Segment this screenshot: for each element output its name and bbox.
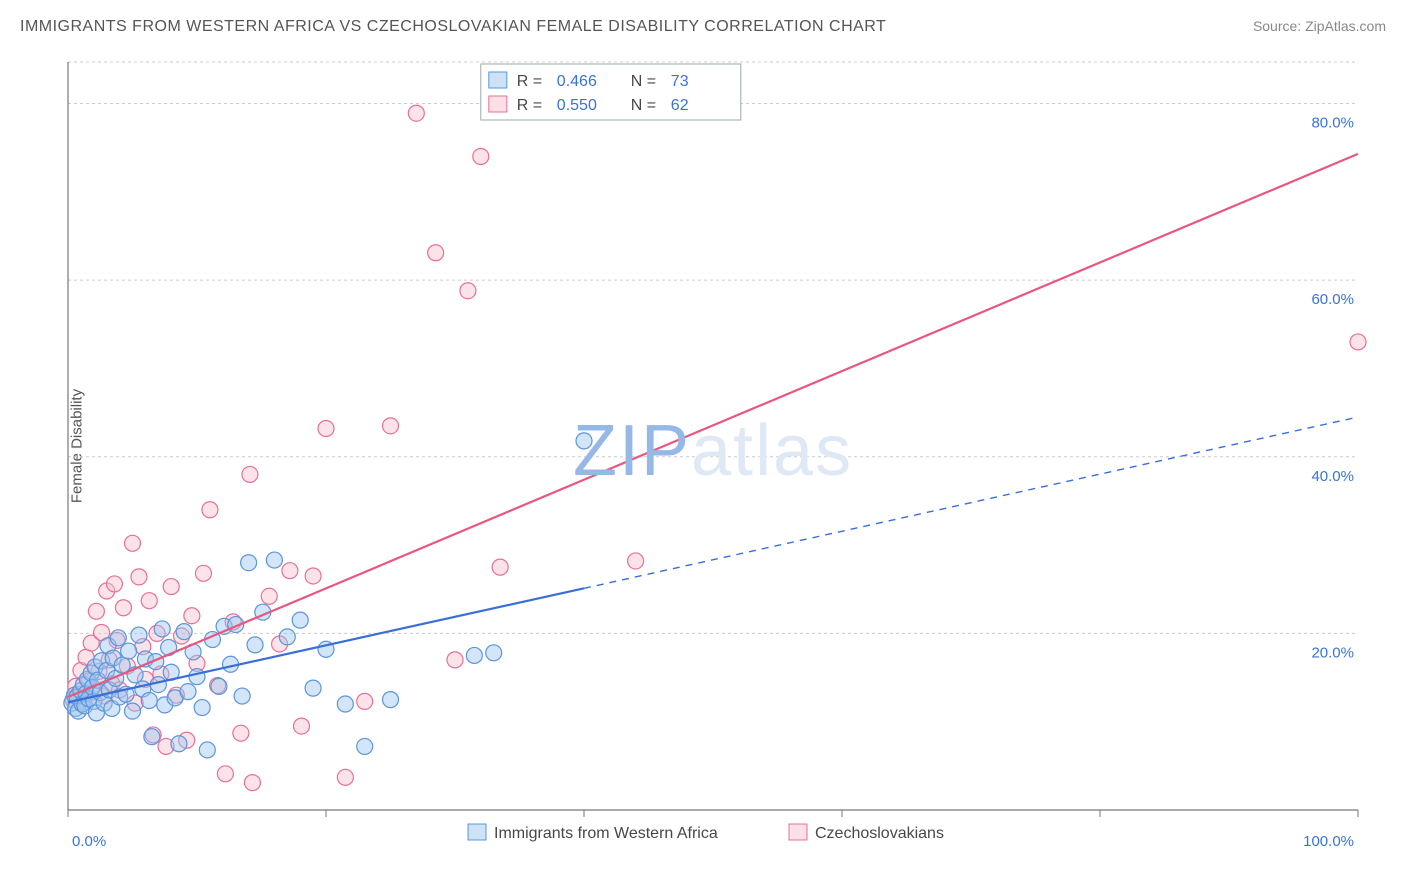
data-point	[486, 645, 502, 661]
data-point	[473, 148, 489, 164]
data-point	[241, 555, 257, 571]
legend-swatch	[468, 824, 486, 840]
data-point	[125, 535, 141, 551]
source-attribution: Source: ZipAtlas.com	[1253, 18, 1386, 34]
data-point	[293, 718, 309, 734]
data-point	[195, 565, 211, 581]
data-point	[199, 742, 215, 758]
regression-extrapolation-blue	[584, 417, 1358, 588]
legend-n-value: 73	[671, 73, 689, 90]
x-tick-label: 0.0%	[72, 833, 106, 850]
data-point	[211, 678, 227, 694]
data-point	[125, 703, 141, 719]
y-tick-label: 20.0%	[1311, 644, 1354, 661]
data-point	[217, 766, 233, 782]
data-point	[176, 624, 192, 640]
data-point	[305, 568, 321, 584]
legend-r-label: R =	[517, 73, 542, 90]
legend-r-label: R =	[517, 97, 542, 114]
data-point	[408, 105, 424, 121]
data-point	[357, 693, 373, 709]
data-point	[110, 630, 126, 646]
regression-line-pink	[68, 154, 1358, 697]
data-point	[163, 579, 179, 595]
data-point	[88, 603, 104, 619]
data-point	[194, 700, 210, 716]
y-tick-label: 40.0%	[1311, 468, 1354, 485]
data-point	[383, 418, 399, 434]
data-point	[492, 559, 508, 575]
data-point	[247, 637, 263, 653]
legend-swatch	[489, 96, 507, 112]
data-point	[282, 563, 298, 579]
data-point	[180, 684, 196, 700]
data-point	[383, 692, 399, 708]
data-point	[628, 553, 644, 569]
data-point	[202, 502, 218, 518]
data-point	[141, 593, 157, 609]
data-point	[171, 736, 187, 752]
data-point	[337, 769, 353, 785]
legend-series-label: Immigrants from Western Africa	[494, 825, 718, 842]
plot-area: 20.0% 40.0% 60.0% 80.0% 0.0% 100.0% R = 0.466 N …	[58, 52, 1378, 854]
data-point	[115, 600, 131, 616]
x-tick-label: 100.0%	[1303, 833, 1354, 850]
series-pink	[65, 105, 1366, 790]
source-link[interactable]: ZipAtlas.com	[1305, 18, 1386, 34]
data-point	[154, 621, 170, 637]
data-point	[184, 608, 200, 624]
data-point	[131, 569, 147, 585]
data-point	[266, 552, 282, 568]
chart-svg: 20.0% 40.0% 60.0% 80.0% 0.0% 100.0% R = 0.466 N …	[58, 52, 1378, 854]
data-point	[292, 612, 308, 628]
legend-swatch	[489, 72, 507, 88]
source-prefix: Source:	[1253, 18, 1305, 34]
legend-r-value: 0.466	[557, 73, 597, 90]
legend-n-label: N =	[631, 97, 656, 114]
y-tick-label: 80.0%	[1311, 115, 1354, 132]
y-tick-label: 60.0%	[1311, 291, 1354, 308]
data-point	[357, 738, 373, 754]
data-point	[131, 627, 147, 643]
data-point	[447, 652, 463, 668]
legend-swatch	[789, 824, 807, 840]
data-point	[189, 669, 205, 685]
data-point	[279, 629, 295, 645]
data-point	[234, 688, 250, 704]
legend-n-value: 62	[671, 97, 689, 114]
data-point	[244, 775, 260, 791]
data-point	[318, 420, 334, 436]
data-point	[460, 283, 476, 299]
data-point	[576, 433, 592, 449]
data-point	[305, 680, 321, 696]
data-point	[428, 245, 444, 261]
data-point	[337, 696, 353, 712]
legend-r-value: 0.550	[557, 97, 597, 114]
chart-title: IMMIGRANTS FROM WESTERN AFRICA VS CZECHO…	[20, 18, 886, 36]
data-point	[242, 466, 258, 482]
data-point	[466, 647, 482, 663]
legend-series-label: Czechoslovakians	[815, 825, 944, 842]
data-point	[141, 692, 157, 708]
data-point	[261, 588, 277, 604]
data-point	[233, 725, 249, 741]
data-point	[144, 729, 160, 745]
data-point	[121, 643, 137, 659]
data-point	[106, 576, 122, 592]
data-point	[1350, 334, 1366, 350]
legend-n-label: N =	[631, 73, 656, 90]
